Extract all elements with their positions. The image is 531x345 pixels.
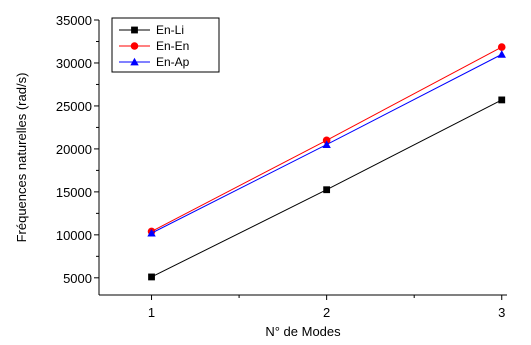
legend-entry: En-Li bbox=[119, 23, 184, 37]
legend-marker bbox=[131, 26, 138, 34]
data-point bbox=[148, 273, 155, 281]
y-tick-label: 20000 bbox=[56, 142, 92, 157]
y-tick-label: 15000 bbox=[56, 185, 92, 200]
y-tick-label: 35000 bbox=[56, 13, 92, 28]
y-tick-label: 10000 bbox=[56, 228, 92, 243]
x-tick-label: 1 bbox=[148, 305, 155, 320]
legend-marker bbox=[130, 57, 139, 66]
legend-label: En-En bbox=[156, 39, 189, 53]
x-tick-label: 3 bbox=[498, 305, 505, 320]
data-point bbox=[497, 43, 506, 51]
data-point bbox=[322, 140, 331, 148]
data-point bbox=[323, 186, 331, 194]
legend-entry: En-Ap bbox=[119, 55, 190, 69]
axes: 5000 10000 15000 20000 25000 30000 35000 1 2 3 N° … bbox=[14, 13, 507, 339]
legend-label: En-Li bbox=[156, 23, 184, 37]
y-axis-title: Fréquences naturelles (rad/s) bbox=[14, 73, 29, 243]
series-group bbox=[147, 43, 506, 281]
series-en-ap bbox=[147, 50, 506, 237]
data-point bbox=[497, 50, 506, 58]
x-axis-title: N° de Modes bbox=[265, 324, 341, 339]
data-point bbox=[498, 96, 506, 104]
y-tick-label: 30000 bbox=[56, 56, 92, 71]
legend-box bbox=[111, 17, 220, 73]
series-en-li bbox=[148, 96, 506, 281]
data-point bbox=[322, 136, 331, 145]
y-tick-label: 5000 bbox=[63, 271, 92, 286]
data-point bbox=[147, 228, 156, 237]
legend-entry: En-En bbox=[119, 39, 189, 53]
y-tick-label: 25000 bbox=[56, 99, 92, 114]
legend-marker bbox=[130, 42, 139, 50]
legend-label: En-Ap bbox=[156, 55, 190, 69]
legend: En-Li En-En En-Ap bbox=[111, 17, 220, 73]
x-tick-label: 2 bbox=[323, 305, 330, 320]
